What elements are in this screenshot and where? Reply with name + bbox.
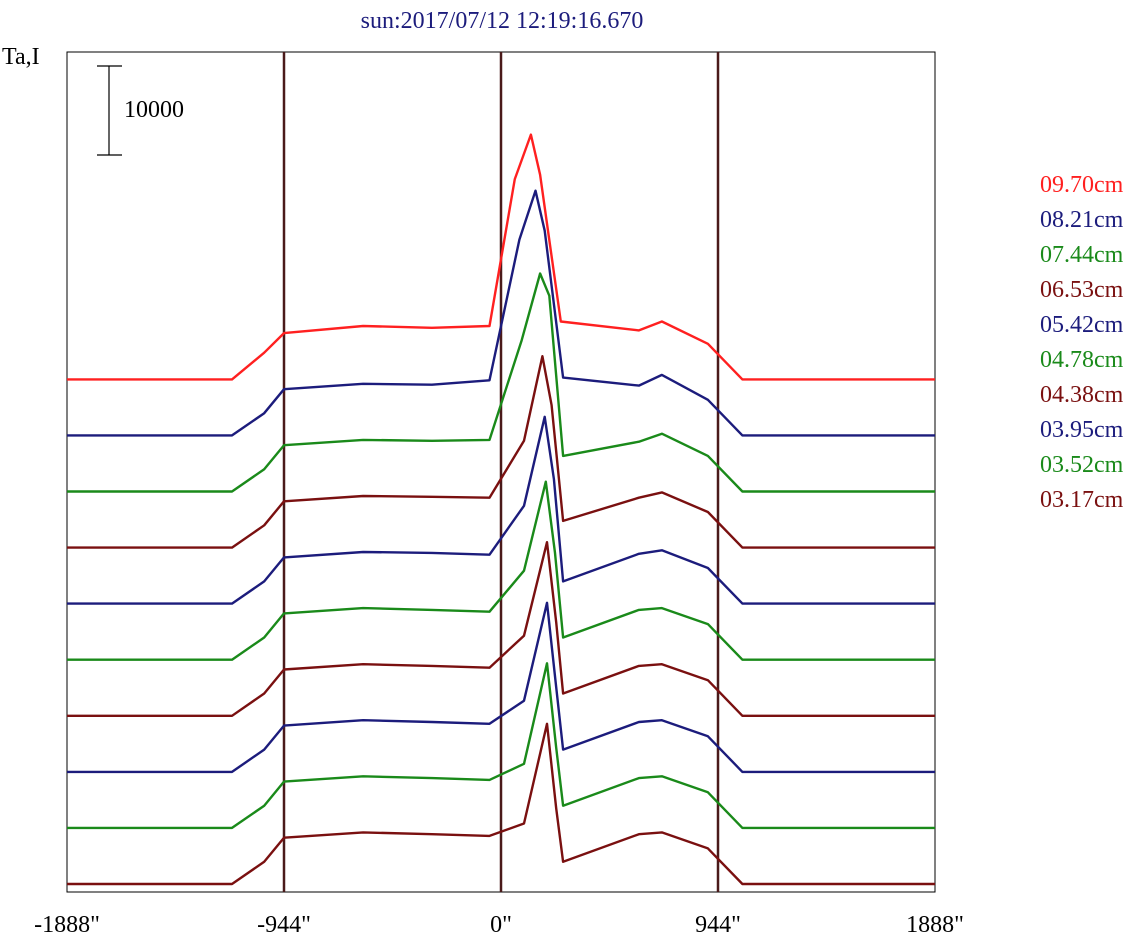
legend-entry-03.17cm: 03.17cm	[1040, 487, 1124, 513]
scale-bar: 10000	[97, 65, 184, 156]
legend-entry-04.38cm: 04.38cm	[1040, 382, 1124, 408]
x-tick-label-1: -944"	[257, 912, 311, 938]
legend-entry-03.52cm: 03.52cm	[1040, 452, 1124, 478]
y-axis-label: Ta,I	[2, 44, 40, 70]
x-tick-label-2: 0"	[490, 912, 512, 938]
series-line-04.38cm	[67, 541, 935, 717]
series-line-04.78cm	[67, 480, 935, 661]
reference-lines	[282, 52, 720, 892]
x-tick-label-4: 1888"	[906, 912, 964, 938]
series-line-05.42cm	[67, 415, 935, 605]
scale-bar-label: 10000	[124, 97, 184, 123]
legend-entry-09.70cm: 09.70cm	[1040, 172, 1124, 198]
x-axis-ticks: -1888" -944" 0" 944" 1888"	[34, 912, 964, 938]
series-line-07.44cm	[67, 272, 935, 493]
series-line-03.95cm	[67, 601, 935, 774]
series-line-03.52cm	[67, 662, 935, 830]
legend-entry-03.95cm: 03.95cm	[1040, 417, 1124, 443]
legend-entry-07.44cm: 07.44cm	[1040, 242, 1124, 268]
series-line-06.53cm	[67, 355, 935, 549]
chart-title: sun:2017/07/12 12:19:16.670	[361, 8, 644, 34]
series-line-03.17cm	[67, 722, 935, 886]
legend-entry-08.21cm: 08.21cm	[1040, 207, 1124, 233]
series-line-09.70cm	[67, 133, 935, 381]
x-tick-label-0: -1888"	[34, 912, 100, 938]
series-layer	[67, 133, 935, 886]
legend-entry-04.78cm: 04.78cm	[1040, 347, 1124, 373]
legend-entry-06.53cm: 06.53cm	[1040, 277, 1124, 303]
legend: 09.70cm 08.21cm 07.44cm 06.53cm 05.42cm 04.78…	[1040, 172, 1124, 513]
x-tick-label-3: 944"	[695, 912, 741, 938]
legend-entry-05.42cm: 05.42cm	[1040, 312, 1124, 338]
series-line-08.21cm	[67, 189, 935, 437]
